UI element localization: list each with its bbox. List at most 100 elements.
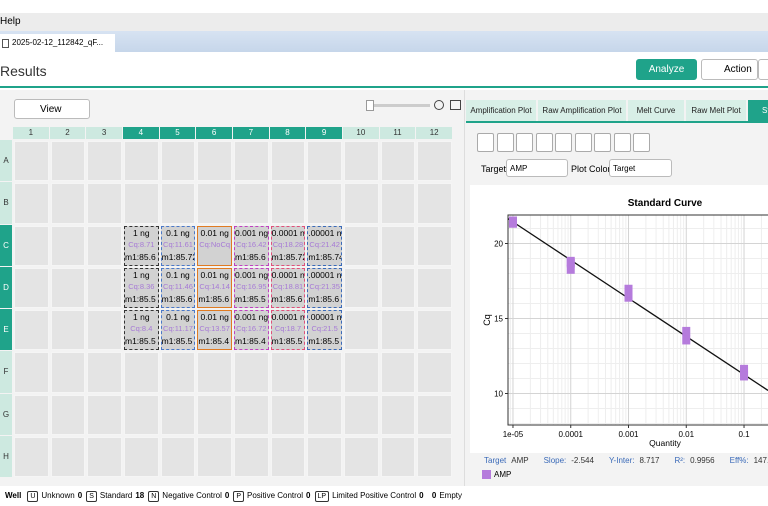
well[interactable] <box>344 267 379 308</box>
well[interactable] <box>380 352 416 393</box>
well[interactable] <box>197 394 232 435</box>
well[interactable] <box>87 183 122 224</box>
well[interactable] <box>160 352 196 393</box>
well[interactable] <box>124 394 159 435</box>
plot-color-select[interactable]: Target <box>609 159 672 177</box>
well[interactable]: 1 ng Cq:8.36 m1:85.5 <box>124 267 159 308</box>
well[interactable] <box>234 183 269 224</box>
well[interactable] <box>344 310 379 351</box>
well[interactable] <box>234 436 269 477</box>
well[interactable]: .00001 n Cq:21.42 m1:85.74 <box>307 225 342 266</box>
well[interactable] <box>197 352 232 393</box>
well[interactable] <box>234 352 269 393</box>
well[interactable] <box>307 183 342 224</box>
well[interactable] <box>380 267 416 308</box>
tool-button[interactable] <box>613 133 631 152</box>
well[interactable] <box>344 183 379 224</box>
well[interactable]: 0.001 ng Cq:16.95 m1:85.5 <box>234 267 269 308</box>
well[interactable] <box>50 394 86 435</box>
well[interactable] <box>417 310 452 351</box>
well[interactable] <box>417 436 452 477</box>
well[interactable] <box>87 267 122 308</box>
well[interactable]: 0.001 ng Cq:16.72 m1:85.4 <box>234 310 269 351</box>
plot-tab[interactable]: Melt Curve <box>628 100 684 121</box>
target-select[interactable]: AMP <box>506 159 568 177</box>
well[interactable]: 0.0001 n Cq:18.7 m1:85.5 <box>270 310 306 351</box>
well[interactable] <box>417 225 452 266</box>
well[interactable] <box>14 310 49 351</box>
well[interactable] <box>14 141 49 182</box>
well[interactable] <box>50 183 86 224</box>
well[interactable] <box>380 436 416 477</box>
well[interactable] <box>124 352 159 393</box>
well[interactable]: 0.1 ng Cq:11.17 m1:85.5 <box>160 310 196 351</box>
menu-help[interactable]: Help <box>0 16 21 27</box>
well[interactable] <box>417 141 452 182</box>
well[interactable] <box>270 183 306 224</box>
well[interactable] <box>14 394 49 435</box>
well[interactable]: 1 ng Cq:8.71 m1:85.6 <box>124 225 159 266</box>
plot-tab[interactable]: Raw Melt Plot <box>686 100 746 121</box>
well[interactable] <box>417 394 452 435</box>
plot-tab[interactable]: Raw Amplification Plot <box>538 100 626 121</box>
well[interactable]: 0.01 ng Cq:13.57 m1:85.4 <box>197 310 232 351</box>
well[interactable] <box>380 141 416 182</box>
tool-button[interactable] <box>516 133 533 152</box>
well[interactable]: 0.0001 n Cq:18.28 m1:85.72 <box>270 225 306 266</box>
well[interactable] <box>197 141 232 182</box>
well[interactable] <box>197 436 232 477</box>
well[interactable] <box>50 310 86 351</box>
well[interactable] <box>124 141 159 182</box>
well[interactable] <box>307 394 342 435</box>
well[interactable]: 0.1 ng Cq:11.61 m1:85.72 <box>160 225 196 266</box>
well[interactable]: .00001 n Cq:21.35 m1:85.6 <box>307 267 342 308</box>
zoom-slider[interactable] <box>366 104 430 107</box>
well[interactable] <box>124 436 159 477</box>
well[interactable] <box>307 352 342 393</box>
well[interactable] <box>87 394 122 435</box>
table-icon[interactable] <box>450 100 461 110</box>
well[interactable] <box>14 267 49 308</box>
well[interactable]: 0.01 ng Cq:NoCq <box>197 225 232 266</box>
well[interactable] <box>160 141 196 182</box>
well[interactable] <box>87 310 122 351</box>
well[interactable] <box>270 394 306 435</box>
well[interactable] <box>87 436 122 477</box>
well[interactable] <box>14 352 49 393</box>
well[interactable] <box>270 436 306 477</box>
tool-button[interactable] <box>633 133 650 152</box>
plot-tab[interactable]: Sta <box>748 100 768 121</box>
well[interactable] <box>14 436 49 477</box>
action-more[interactable] <box>758 59 768 80</box>
well[interactable] <box>87 225 122 266</box>
well[interactable] <box>344 225 379 266</box>
action-button[interactable]: Action <box>701 59 758 80</box>
well[interactable] <box>380 225 416 266</box>
well[interactable] <box>417 352 452 393</box>
well[interactable] <box>50 267 86 308</box>
well[interactable] <box>124 183 159 224</box>
well[interactable] <box>50 436 86 477</box>
well[interactable] <box>344 352 379 393</box>
well[interactable] <box>417 183 452 224</box>
plot-tab[interactable]: Amplification Plot <box>466 100 536 121</box>
well[interactable] <box>87 141 122 182</box>
well[interactable] <box>380 394 416 435</box>
well[interactable] <box>160 394 196 435</box>
well[interactable]: 0.0001 n Cq:18.81 m1:85.6 <box>270 267 306 308</box>
zoom-thumb[interactable] <box>366 100 374 111</box>
well[interactable] <box>50 225 86 266</box>
view-button[interactable]: View <box>14 99 90 119</box>
tool-button[interactable] <box>555 133 572 152</box>
well[interactable]: 0.01 ng Cq:14.14 m1:85.6 <box>197 267 232 308</box>
well[interactable] <box>307 141 342 182</box>
well[interactable] <box>197 183 232 224</box>
reset-icon[interactable] <box>434 100 444 110</box>
well[interactable]: 1 ng Cq:8.4 m1:85.5 <box>124 310 159 351</box>
well[interactable] <box>344 394 379 435</box>
well[interactable] <box>380 183 416 224</box>
well[interactable] <box>380 310 416 351</box>
well[interactable] <box>160 436 196 477</box>
well[interactable] <box>270 352 306 393</box>
well[interactable] <box>50 141 86 182</box>
